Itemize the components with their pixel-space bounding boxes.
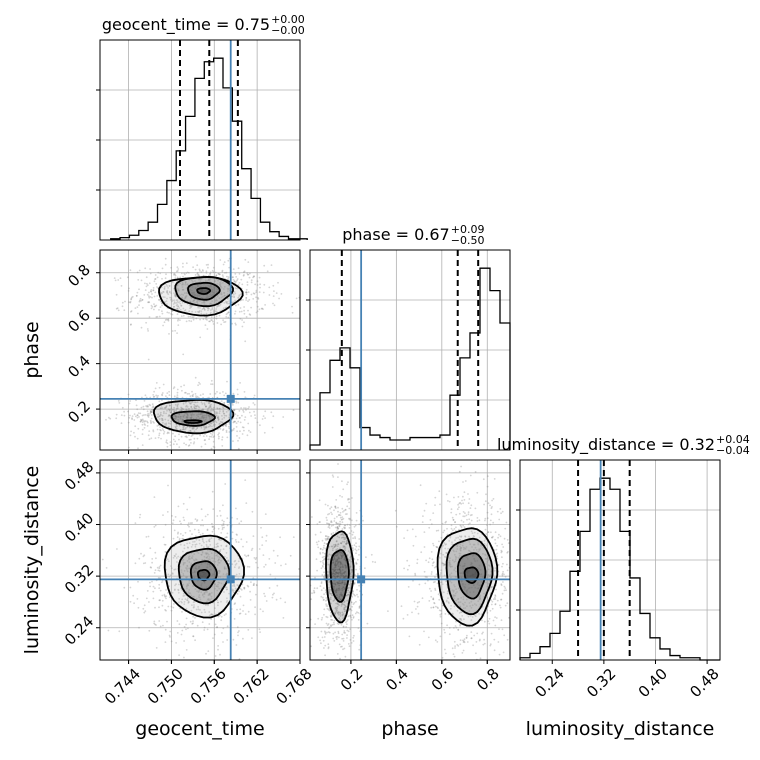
x-tick-labels-luminosity_distance: 0.24 0.32 0.40 0.48 [531,660,723,701]
hist-step-luminosity_distance [519,477,720,661]
contour-phase-luminosity_distance-1-1 [325,530,355,624]
truth-marker [226,575,235,584]
hist-step-phase [309,267,511,450]
y-tick-label: 0.4 [64,352,94,382]
y-tick-label: 0.40 [61,509,97,545]
contour-geocent_time-luminosity_distance-0-3 [163,534,245,619]
y-tick-label: 0.24 [61,612,97,648]
panel-geocent_time-vs-phase [96,249,301,454]
contour-geocent_time-phase-0-1 [187,281,221,301]
svg-text:geocent_time = 0.75: geocent_time = 0.75 [102,15,270,35]
contour-geocent_time-phase-1-1 [170,410,216,427]
x-tick-label: 0.4 [382,665,412,695]
x-tick-label: 0.750 [144,665,187,708]
title-sub-geocent_time: −0.00 [271,24,305,37]
y-tick-label: 0.32 [61,561,97,597]
title-sup-phase: +0.09 [451,223,485,236]
y-tick-labels-luminosity_distance: 0.24 0.32 0.40 0.48 [61,458,97,649]
x-tick-label: 0.48 [686,665,722,701]
x-tick-label: 0.756 [187,665,230,708]
x-axis-label-geocent_time: geocent_time [135,718,264,740]
hist-title-geocent_time: geocent_time = 0.75 +0.00−0.00 [102,13,305,37]
contour-geocent_time-luminosity_distance-0-2 [177,547,231,605]
contour-phase-luminosity_distance-0-3 [436,527,499,627]
hist-panel-phase [306,249,511,451]
title-sup-luminosity_distance: +0.04 [716,433,750,446]
x-tick-label: 0.768 [272,665,315,708]
y-tick-label: 0.8 [64,261,94,291]
hist-title-phase: phase = 0.67 +0.09−0.50 [342,223,484,247]
contour-geocent_time-luminosity_distance-0-1 [189,560,218,591]
x-tick-label: 0.24 [531,665,567,701]
x-tick-label: 0.762 [230,665,273,708]
hist-panel-luminosity_distance [516,459,721,661]
contour-geocent_time-phase-0-3 [158,276,244,317]
y-axis-label-phase: phase [21,321,43,378]
x-tick-labels-geocent_time: 0.744 0.750 0.756 0.762 0.768 [101,660,316,708]
hist-step-geocent_time [110,57,308,240]
x-tick-label: 0.40 [635,665,671,701]
y-axis-label-luminosity_distance: luminosity_distance [21,466,43,655]
truth-marker [226,394,235,403]
y-tick-label: 0.6 [64,306,94,336]
x-tick-labels-phase: 0.2 0.4 0.6 0.8 [337,660,503,694]
x-tick-label: 0.32 [583,665,619,701]
contour-phase-luminosity_distance-0-0 [463,566,480,584]
contour-geocent_time-phase-1-0 [183,419,203,424]
x-tick-label: 0.2 [337,665,367,695]
panel-geocent_time-vs-luminosity_distance [96,459,301,664]
x-axis-label-phase: phase [381,718,438,740]
hist-title-luminosity_distance: luminosity_distance = 0.32 +0.04−0.04 [497,433,750,457]
title-sub-phase: −0.50 [451,234,485,247]
y-tick-labels-phase: 0.2 0.4 0.6 0.8 [64,261,94,427]
y-tick-label: 0.2 [64,397,94,427]
title-sub-luminosity_distance: −0.04 [716,444,750,457]
contour-phase-luminosity_distance-1-0 [329,548,350,603]
contour-phase-luminosity_distance-0-1 [457,552,487,600]
contour-geocent_time-phase-0-0 [196,287,212,295]
svg-text:luminosity_distance = 0.32: luminosity_distance = 0.32 [497,435,715,455]
title-sup-geocent_time: +0.00 [271,13,305,26]
panel-phase-vs-luminosity_distance [306,459,511,664]
x-tick-label: 0.8 [473,665,503,695]
svg-text:phase = 0.67: phase = 0.67 [342,225,449,244]
y-tick-label: 0.48 [61,458,97,494]
contour-geocent_time-phase-1-2 [152,398,235,435]
contour-phase-luminosity_distance-0-2 [445,537,494,615]
truth-marker [357,575,366,584]
hist-panel-geocent_time [96,39,308,241]
x-tick-label: 0.6 [428,665,458,695]
x-tick-label: 0.744 [101,665,144,708]
x-axis-label-luminosity_distance: luminosity_distance [526,718,715,740]
